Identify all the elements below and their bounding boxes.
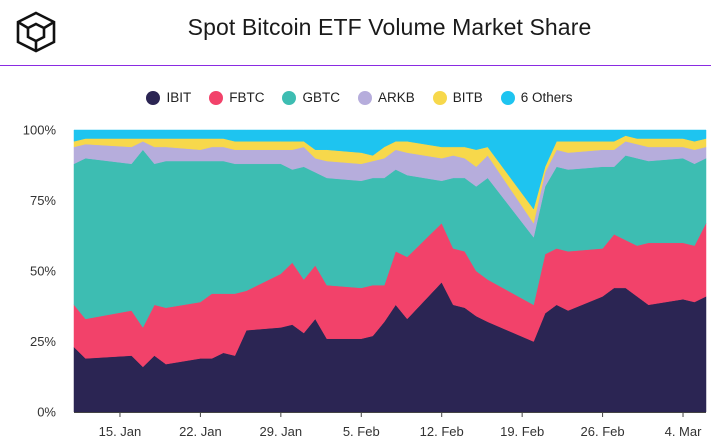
legend-item-arkb[interactable]: ARKB — [357, 90, 415, 105]
legend-label: ARKB — [377, 90, 415, 105]
x-tick-label: 12. Feb — [420, 424, 464, 439]
x-tick-label: 19. Feb — [500, 424, 544, 439]
legend-swatch — [500, 90, 515, 105]
legend-label: FBTC — [229, 90, 265, 105]
legend-label: BITB — [452, 90, 483, 105]
x-tick-label: 22. Jan — [179, 424, 222, 439]
legend-label: IBIT — [166, 90, 192, 105]
legend-swatch — [209, 90, 224, 105]
legend-label: 6 Others — [520, 90, 573, 105]
legend-swatch — [357, 90, 372, 105]
y-tick-label: 0% — [37, 405, 56, 420]
legend-item-gbtc[interactable]: GBTC — [282, 90, 340, 105]
x-tick-label: 26. Feb — [581, 424, 625, 439]
legend-swatch — [282, 90, 297, 105]
header-divider — [0, 65, 711, 66]
legend-item-fbtc[interactable]: FBTC — [209, 90, 264, 105]
y-tick-label: 25% — [30, 334, 56, 349]
x-tick-label: 29. Jan — [260, 424, 303, 439]
legend-item-bitb[interactable]: BITB — [432, 90, 483, 105]
x-tick-label: 4. Mar — [665, 424, 703, 439]
legend-label: GBTC — [302, 90, 340, 105]
legend-swatch — [432, 90, 447, 105]
chart-legend: IBIT FBTC GBTC ARKB BITB 6 Others — [0, 90, 719, 105]
legend-item-ibit[interactable]: IBIT — [146, 90, 191, 105]
y-tick-label: 50% — [30, 264, 56, 279]
legend-swatch — [146, 90, 161, 105]
x-tick-label: 15. Jan — [99, 424, 142, 439]
y-tick-label: 75% — [30, 193, 56, 208]
x-tick-label: 5. Feb — [343, 424, 380, 439]
cube-logo-icon — [16, 11, 56, 53]
area-series-6-others — [73, 129, 707, 210]
chart-title: Spot Bitcoin ETF Volume Market Share — [187, 14, 592, 40]
legend-item-6-others[interactable]: 6 Others — [500, 90, 573, 105]
y-tick-label: 100% — [23, 123, 57, 138]
